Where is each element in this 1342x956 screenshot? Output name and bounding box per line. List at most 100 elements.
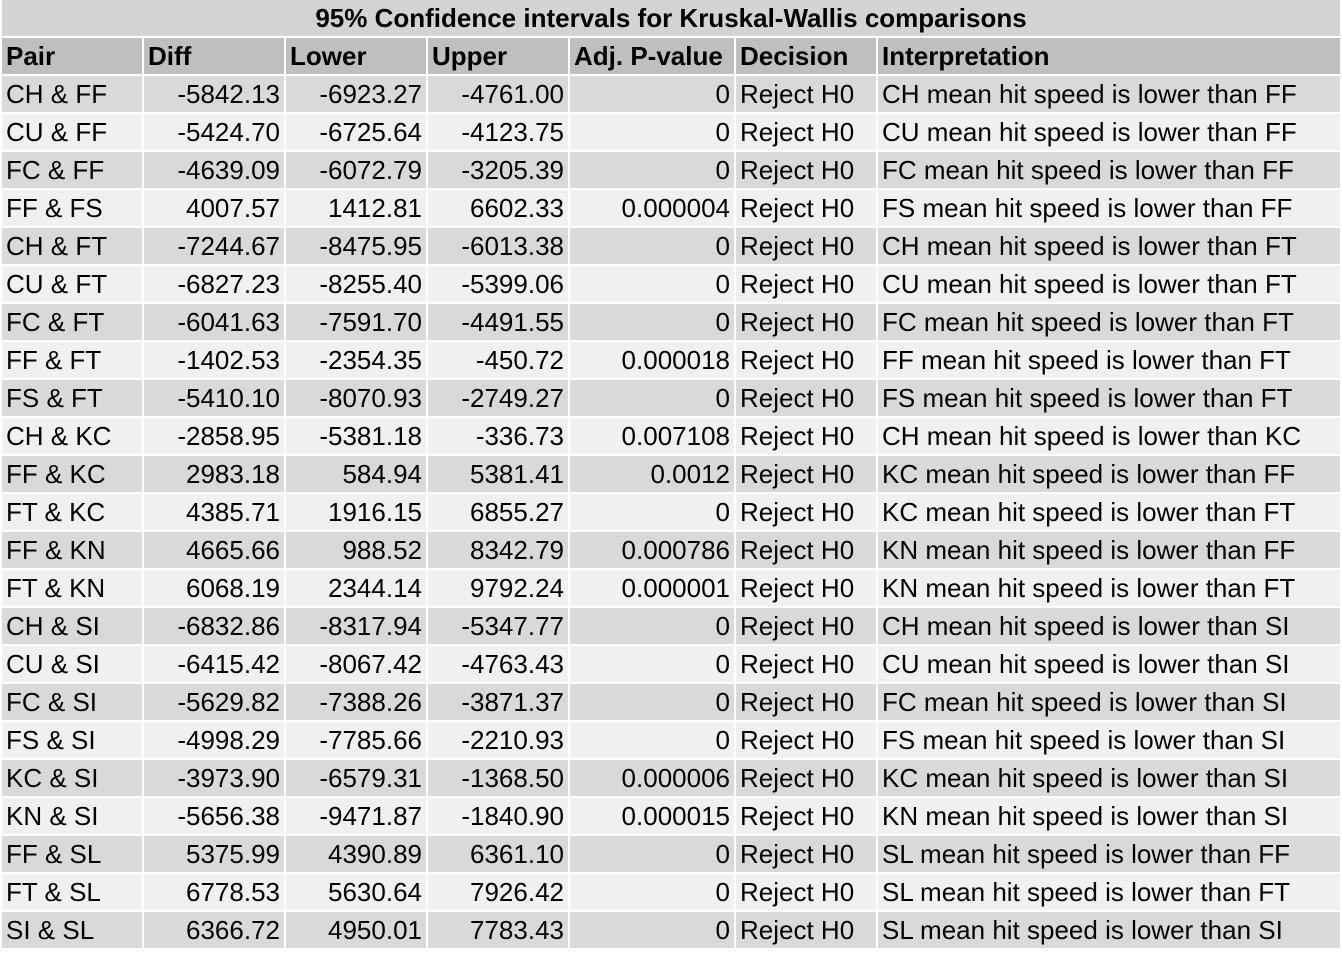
cell-lower: -6725.64 — [286, 114, 426, 150]
cell-decision: Reject H0 — [736, 266, 876, 302]
cell-pair: CH & FT — [2, 228, 142, 264]
cell-decision: Reject H0 — [736, 228, 876, 264]
cell-lower: -5381.18 — [286, 418, 426, 454]
cell-adj-p-value: 0 — [570, 304, 734, 340]
cell-lower: -6072.79 — [286, 152, 426, 188]
table-body: CH & FF -5842.13 -6923.27 -4761.00 0 Reject H… — [2, 76, 1340, 948]
table-row: CH & FF -5842.13 -6923.27 -4761.00 0 Reject H… — [2, 76, 1340, 112]
cell-adj-p-value: 0.000018 — [570, 342, 734, 378]
cell-lower: -8317.94 — [286, 608, 426, 644]
cell-pair: CU & FF — [2, 114, 142, 150]
cell-diff: -6827.23 — [144, 266, 284, 302]
cell-decision: Reject H0 — [736, 874, 876, 910]
cell-decision: Reject H0 — [736, 912, 876, 948]
cell-pair: FF & FS — [2, 190, 142, 226]
cell-pair: KC & SI — [2, 760, 142, 796]
cell-adj-p-value: 0.000001 — [570, 570, 734, 606]
cell-diff: -4639.09 — [144, 152, 284, 188]
cell-adj-p-value: 0.000006 — [570, 760, 734, 796]
cell-lower: -8067.42 — [286, 646, 426, 682]
cell-pair: CH & KC — [2, 418, 142, 454]
cell-adj-p-value: 0 — [570, 76, 734, 112]
cell-upper: -5347.77 — [428, 608, 568, 644]
cell-upper: -336.73 — [428, 418, 568, 454]
cell-interpretation: FS mean hit speed is lower than FF — [878, 190, 1340, 226]
cell-lower: 988.52 — [286, 532, 426, 568]
cell-adj-p-value: 0.0012 — [570, 456, 734, 492]
cell-lower: -9471.87 — [286, 798, 426, 834]
cell-upper: -1840.90 — [428, 798, 568, 834]
cell-lower: -8070.93 — [286, 380, 426, 416]
cell-lower: -2354.35 — [286, 342, 426, 378]
cell-adj-p-value: 0 — [570, 608, 734, 644]
cell-upper: -6013.38 — [428, 228, 568, 264]
cell-upper: -4761.00 — [428, 76, 568, 112]
cell-diff: 6068.19 — [144, 570, 284, 606]
table-row: CU & SI -6415.42 -8067.42 -4763.43 0 Reject H… — [2, 646, 1340, 682]
cell-interpretation: FC mean hit speed is lower than FT — [878, 304, 1340, 340]
cell-adj-p-value: 0 — [570, 874, 734, 910]
cell-diff: 6366.72 — [144, 912, 284, 948]
cell-diff: 4007.57 — [144, 190, 284, 226]
cell-interpretation: KN mean hit speed is lower than FT — [878, 570, 1340, 606]
cell-adj-p-value: 0 — [570, 380, 734, 416]
table-row: CU & FT -6827.23 -8255.40 -5399.06 0 Reject H… — [2, 266, 1340, 302]
cell-adj-p-value: 0.000786 — [570, 532, 734, 568]
cell-decision: Reject H0 — [736, 304, 876, 340]
table-row: FC & FT -6041.63 -7591.70 -4491.55 0 Reject H… — [2, 304, 1340, 340]
cell-upper: 7926.42 — [428, 874, 568, 910]
cell-upper: 9792.24 — [428, 570, 568, 606]
cell-lower: -6579.31 — [286, 760, 426, 796]
table-row: FT & KC 4385.71 1916.15 6855.27 0 Reject H0 KC… — [2, 494, 1340, 530]
cell-interpretation: CH mean hit speed is lower than SI — [878, 608, 1340, 644]
cell-interpretation: FS mean hit speed is lower than FT — [878, 380, 1340, 416]
cell-lower: 2344.14 — [286, 570, 426, 606]
cell-lower: -7591.70 — [286, 304, 426, 340]
cell-decision: Reject H0 — [736, 76, 876, 112]
column-header-pair: Pair — [2, 38, 142, 74]
column-header-interpretation: Interpretation — [878, 38, 1340, 74]
cell-decision: Reject H0 — [736, 684, 876, 720]
cell-upper: 8342.79 — [428, 532, 568, 568]
cell-decision: Reject H0 — [736, 380, 876, 416]
cell-diff: -5629.82 — [144, 684, 284, 720]
table-row: FC & SI -5629.82 -7388.26 -3871.37 0 Reject H… — [2, 684, 1340, 720]
cell-pair: FC & SI — [2, 684, 142, 720]
cell-upper: -2210.93 — [428, 722, 568, 758]
table-row: FT & KN 6068.19 2344.14 9792.24 0.000001 Reje… — [2, 570, 1340, 606]
cell-interpretation: CU mean hit speed is lower than FF — [878, 114, 1340, 150]
cell-lower: 4950.01 — [286, 912, 426, 948]
cell-decision: Reject H0 — [736, 114, 876, 150]
cell-upper: -3871.37 — [428, 684, 568, 720]
cell-decision: Reject H0 — [736, 722, 876, 758]
cell-adj-p-value: 0 — [570, 684, 734, 720]
cell-decision: Reject H0 — [736, 342, 876, 378]
cell-lower: 1916.15 — [286, 494, 426, 530]
cell-diff: -5656.38 — [144, 798, 284, 834]
cell-diff: 2983.18 — [144, 456, 284, 492]
cell-lower: 5630.64 — [286, 874, 426, 910]
table-row: CH & FT -7244.67 -8475.95 -6013.38 0 Reject H… — [2, 228, 1340, 264]
cell-adj-p-value: 0 — [570, 152, 734, 188]
cell-decision: Reject H0 — [736, 494, 876, 530]
cell-interpretation: CH mean hit speed is lower than KC — [878, 418, 1340, 454]
table-row: FF & FT -1402.53 -2354.35 -450.72 0.000018 Re… — [2, 342, 1340, 378]
cell-diff: -5842.13 — [144, 76, 284, 112]
table-row: KN & SI -5656.38 -9471.87 -1840.90 0.000015 R… — [2, 798, 1340, 834]
cell-decision: Reject H0 — [736, 608, 876, 644]
cell-pair: KN & SI — [2, 798, 142, 834]
cell-interpretation: CU mean hit speed is lower than FT — [878, 266, 1340, 302]
cell-lower: 4390.89 — [286, 836, 426, 872]
cell-interpretation: SL mean hit speed is lower than FF — [878, 836, 1340, 872]
cell-decision: Reject H0 — [736, 456, 876, 492]
cell-diff: 6778.53 — [144, 874, 284, 910]
cell-decision: Reject H0 — [736, 760, 876, 796]
table-row: CH & SI -6832.86 -8317.94 -5347.77 0 Reject H… — [2, 608, 1340, 644]
cell-decision: Reject H0 — [736, 190, 876, 226]
cell-interpretation: SL mean hit speed is lower than SI — [878, 912, 1340, 948]
cell-upper: -4123.75 — [428, 114, 568, 150]
cell-interpretation: CH mean hit speed is lower than FT — [878, 228, 1340, 264]
table-row: FC & FF -4639.09 -6072.79 -3205.39 0 Reject H… — [2, 152, 1340, 188]
